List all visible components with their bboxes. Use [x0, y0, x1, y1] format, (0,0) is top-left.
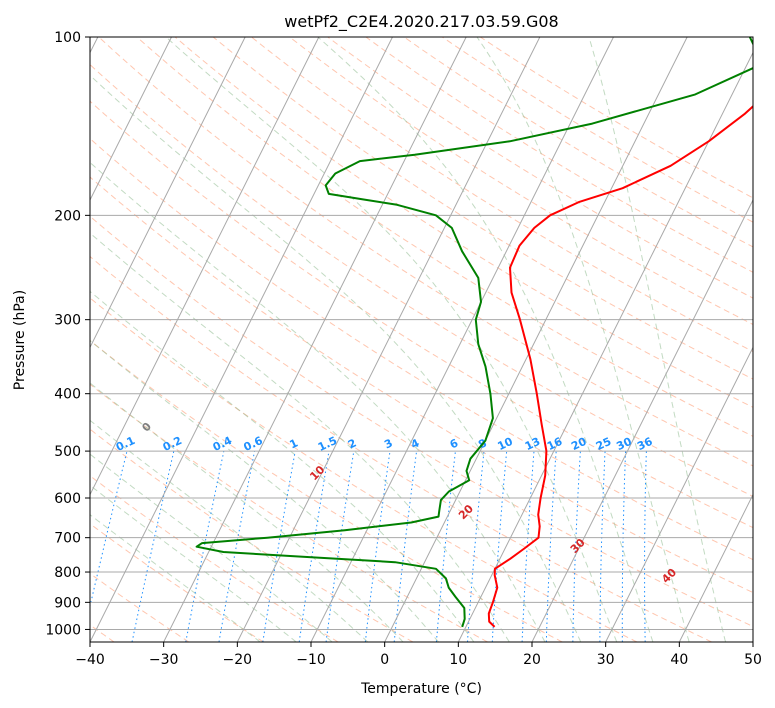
- y-tick-label: 500: [54, 444, 81, 460]
- mixing-ratio-line: [572, 451, 581, 642]
- mixing-ratio-line: [644, 451, 647, 642]
- mixing-ratio-label: 25: [594, 435, 613, 453]
- dry-adiabat-line: [90, 215, 753, 628]
- isotherm-line: [384, 37, 688, 642]
- x-tick-label: −20: [223, 652, 253, 668]
- y-tick-label: 100: [54, 30, 81, 46]
- x-tick-label: 10: [449, 652, 467, 668]
- isobars: [90, 37, 753, 630]
- moist-adiabat-line: [90, 232, 510, 642]
- mixing-ratio-line: [435, 451, 456, 642]
- y-tick-label: 400: [54, 387, 81, 403]
- dry-adiabat-line: [90, 255, 712, 642]
- x-axis-ticks: −40 −30 −20 −10 0 10 20 30 40 50: [75, 642, 762, 668]
- mixing-ratio-label: 10: [496, 435, 516, 453]
- x-tick-label: 20: [523, 652, 541, 668]
- mixing-ratio-label: 36: [635, 435, 655, 453]
- x-tick-label: 0: [380, 652, 389, 668]
- isotherm-line: [605, 346, 753, 642]
- dry-adiabat-line: [90, 383, 488, 642]
- dry-adiabat-line: [90, 475, 339, 642]
- temperature-profile-line: [487, 105, 753, 628]
- mixing-ratio-label: 20: [569, 435, 589, 453]
- mixing-ratio-label: 16: [545, 435, 565, 453]
- x-tick-label: 40: [670, 652, 688, 668]
- isotherm-line: [90, 37, 172, 202]
- mixing-ratio-label: 30: [614, 435, 634, 453]
- isotherm-line: [457, 51, 753, 642]
- y-tick-label: 700: [54, 531, 81, 547]
- mixing-ratio-line: [298, 451, 330, 642]
- mixing-ratio-line: [218, 451, 256, 642]
- moist-adiabat-line: [90, 453, 333, 642]
- y-tick-label: 600: [54, 491, 81, 507]
- mixing-ratio-line: [262, 451, 296, 642]
- y-tick-label: 900: [54, 595, 81, 611]
- y-axis-label: Pressure (hPa): [12, 290, 28, 390]
- dry-adiabat-line: [90, 297, 638, 642]
- isotherms: [90, 37, 753, 642]
- x-tick-label: 50: [744, 652, 762, 668]
- y-axis-ticks: 100 200 300 400 500 600 700 800 900 1000: [45, 30, 90, 638]
- x-tick-label: −30: [149, 652, 179, 668]
- isotherm-line: [310, 37, 614, 642]
- dry-adiabat-line: [90, 63, 753, 497]
- isotherm-line: [90, 37, 246, 349]
- isotherm-line: [531, 198, 753, 642]
- dry-adiabats: [90, 37, 753, 642]
- moist-adiabat-line: [90, 161, 546, 642]
- mixing-ratio-line: [545, 451, 557, 642]
- x-tick-label: −40: [75, 652, 105, 668]
- y-tick-label: 1000: [45, 622, 81, 638]
- isotherm-line: [678, 493, 753, 642]
- dry-adiabat-line: [90, 137, 753, 561]
- x-tick-label: 30: [597, 652, 615, 668]
- chart-title: wetPf2_C2E4.2020.217.03.59.G08: [284, 12, 558, 32]
- isotherm-line: [90, 37, 393, 642]
- mixing-ratio-line: [621, 451, 627, 642]
- x-axis-label: Temperature (°C): [360, 681, 482, 697]
- dry-adiabat-line: [90, 339, 563, 642]
- moist-adiabats: [90, 37, 727, 642]
- mixing-ratio-line: [599, 451, 606, 642]
- moist-adiabat-line: [90, 419, 369, 642]
- moist-adiabat-line: [90, 74, 582, 642]
- mixing-ratio-line: [185, 451, 225, 642]
- moist-adiabat-line: [476, 37, 690, 642]
- moist-adiabat-line: [588, 37, 727, 642]
- mixing-ratio-line: [521, 451, 535, 642]
- x-tick-label: −10: [296, 652, 326, 668]
- mixing-ratio-lines: [90, 450, 647, 642]
- mixing-ratio-line: [467, 451, 485, 642]
- dry-adiabat-line: [98, 37, 753, 467]
- mixing-ratio-line: [325, 451, 355, 642]
- mixing-ratio-line: [491, 451, 508, 642]
- isotherm-line: [90, 37, 320, 496]
- sounding-profiles: [195, 37, 753, 628]
- moist-adiabat-line: [90, 339, 439, 642]
- dry-adiabat-line: [212, 37, 753, 380]
- isotherm-line: [236, 37, 541, 642]
- dry-adiabat-line: [90, 176, 753, 594]
- mixing-ratio-line: [364, 451, 391, 642]
- y-tick-label: 300: [54, 313, 81, 329]
- y-tick-label: 200: [54, 208, 81, 224]
- dry-adiabat-line: [90, 100, 753, 529]
- moist-adiabat-line: [90, 514, 261, 642]
- dewpoint-profile-line: [195, 37, 753, 628]
- mixing-ratio-label: 13: [523, 435, 542, 453]
- moist-adiabat-line: [317, 37, 654, 642]
- plot-frame: [89, 36, 754, 643]
- y-tick-label: 800: [54, 565, 81, 581]
- dry-adiabat-line: [251, 37, 753, 353]
- moist-adiabat-line: [90, 290, 475, 642]
- moist-adiabat-line: [165, 37, 618, 642]
- dry-adiabat-line: [90, 572, 190, 642]
- plot-area: 0.10.20.40.611.52346810131620253036-100-…: [90, 37, 753, 642]
